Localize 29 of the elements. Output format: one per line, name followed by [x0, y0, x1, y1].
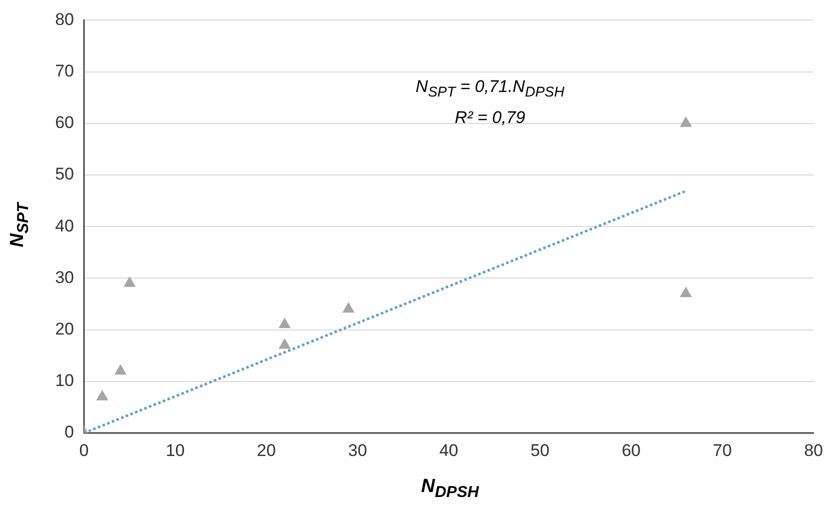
point — [278, 318, 290, 328]
y-tick-label: 30 — [55, 268, 74, 287]
y-tick-label: 40 — [55, 216, 74, 236]
point — [680, 287, 692, 298]
y-tick-label: 60 — [55, 113, 74, 132]
x-tick-label: 60 — [622, 440, 641, 460]
x-tick-label: 40 — [439, 440, 458, 460]
annotation: N$_{SPT}$ = 0,71.N$_{DPSH}$ — [414, 76, 566, 102]
x-axis-title: N$_{DPSH}$ — [420, 476, 480, 502]
point — [680, 116, 692, 127]
point — [96, 390, 108, 400]
point — [342, 302, 354, 313]
annotation: R² = 0,79 — [454, 107, 526, 130]
x-tick-label: 10 — [166, 440, 185, 460]
x-tick-label: 50 — [530, 440, 550, 460]
y-tick-label: 20 — [55, 319, 74, 338]
x-tick-label: 70 — [712, 440, 732, 460]
y-tick-label: 50 — [55, 164, 74, 184]
y-tick-label: 80 — [55, 10, 74, 29]
x-tick-label: 80 — [804, 440, 824, 460]
y-tick-label: 10 — [55, 371, 74, 390]
point — [114, 364, 126, 375]
point — [278, 338, 290, 349]
x-tick-label: 30 — [348, 440, 368, 460]
x-tick-label: 20 — [256, 440, 276, 460]
point — [124, 276, 136, 287]
x-tick-label: 0 — [79, 440, 89, 460]
y-tick-label: 0 — [64, 422, 74, 442]
y-tick-label: 70 — [55, 61, 74, 80]
